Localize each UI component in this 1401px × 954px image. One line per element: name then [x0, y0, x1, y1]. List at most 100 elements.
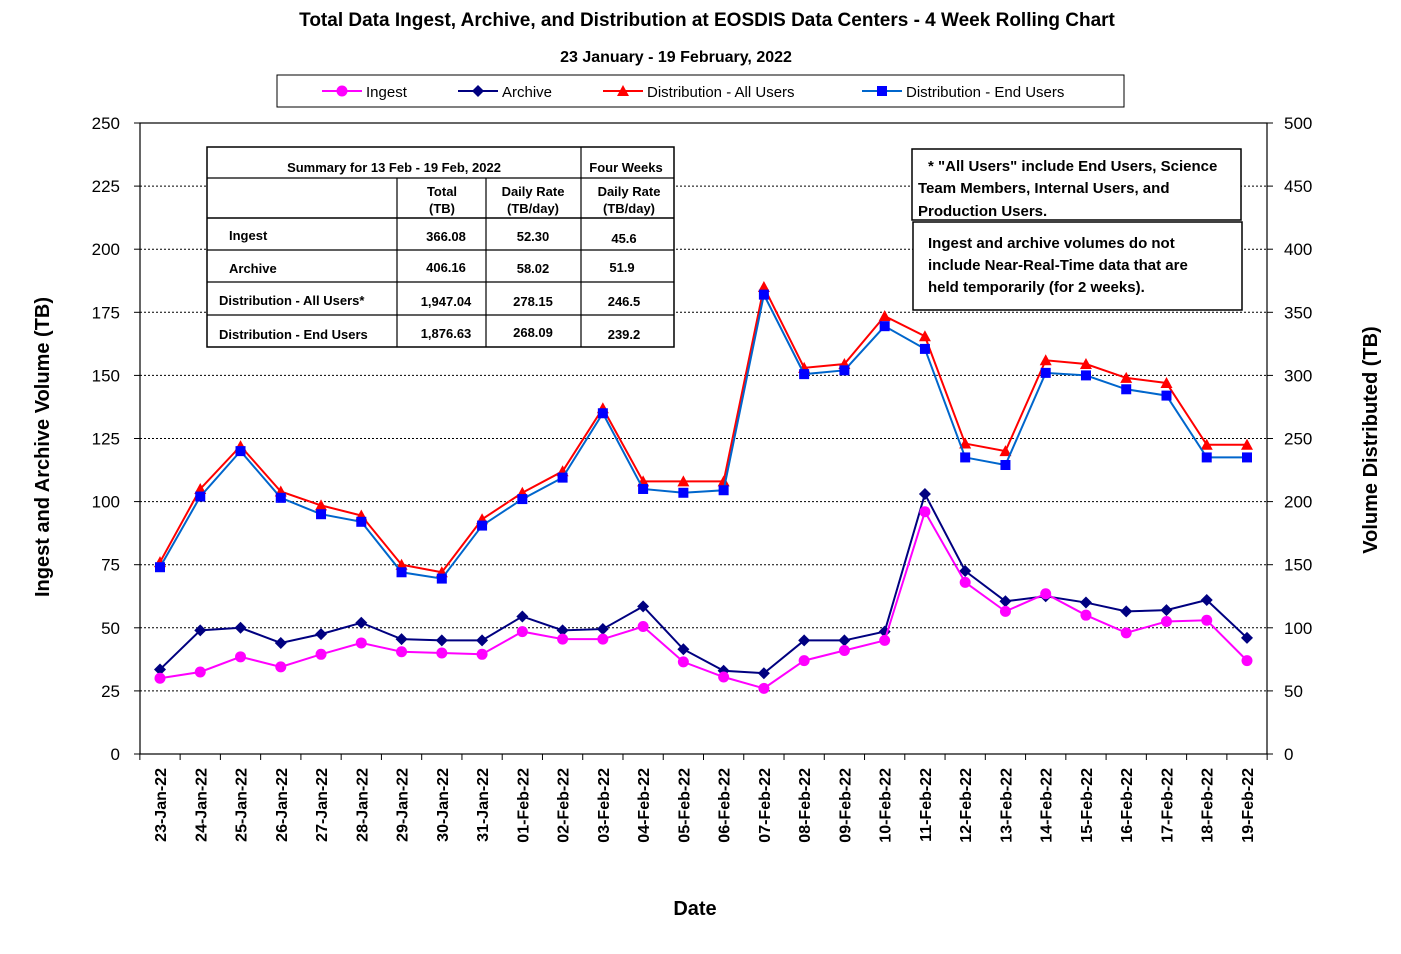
note-all-users-line1: * "All Users" include End Users, Science	[928, 158, 1217, 175]
data-point	[1120, 627, 1132, 639]
x-tick-label: 29-Jan-22	[395, 768, 412, 842]
y-tick-label: 50	[101, 619, 120, 638]
note-nrt-box	[912, 221, 1243, 311]
x-tick-label: 07-Feb-22	[757, 768, 774, 843]
row-total: 1,876.63	[421, 326, 472, 341]
data-point	[838, 634, 851, 647]
x-tick-label: 08-Feb-22	[797, 768, 814, 843]
y2-tick-label: 250	[1284, 430, 1312, 449]
legend-label-ingest: Ingest	[366, 84, 408, 101]
series-archive	[154, 488, 1253, 680]
legend-item-distribution-end: Distribution - End Users	[862, 84, 1064, 101]
row-four: 246.5	[608, 294, 641, 309]
row-total: 1,947.04	[421, 294, 472, 309]
data-point	[1080, 370, 1091, 381]
y2-tick-label: 150	[1284, 556, 1312, 575]
data-point	[154, 663, 166, 676]
data-point	[718, 485, 729, 496]
data-point	[839, 365, 850, 376]
data-point	[999, 595, 1012, 608]
table-row: Archive 406.16 58.02 51.9	[229, 260, 635, 276]
x-tick-label: 15-Feb-22	[1079, 768, 1096, 843]
data-point	[557, 633, 569, 645]
header-total-unit: (TB)	[429, 201, 455, 216]
data-point	[1160, 615, 1172, 627]
data-point	[356, 516, 367, 527]
row-label: Archive	[229, 261, 277, 276]
data-point	[637, 600, 650, 613]
chart-subtitle: 23 January - 19 February, 2022	[560, 49, 792, 66]
y-tick-label: 25	[101, 682, 120, 701]
x-tick-label: 03-Feb-22	[596, 768, 613, 843]
table-row: Ingest 366.08 52.30 45.6	[229, 228, 637, 246]
header-four-unit: (TB/day)	[603, 201, 655, 216]
x-tick-label: 26-Jan-22	[274, 768, 291, 842]
legend-marker-archive	[472, 85, 484, 97]
data-point	[395, 633, 408, 646]
data-point	[195, 491, 206, 502]
x-tick-label: 24-Jan-22	[193, 768, 210, 842]
legend-item-ingest: Ingest	[322, 84, 408, 101]
data-point	[959, 576, 971, 588]
data-point	[919, 343, 930, 354]
row-four: 239.2	[608, 327, 641, 342]
x-tick-label: 18-Feb-22	[1200, 768, 1217, 843]
data-point	[677, 643, 690, 656]
x-tick-label: 09-Feb-22	[837, 768, 854, 843]
y2-tick-label: 300	[1284, 366, 1312, 385]
x-tick-label: 10-Feb-22	[878, 768, 895, 843]
header-daily: Daily Rate	[502, 184, 565, 199]
x-tick-label: 30-Jan-22	[435, 768, 452, 842]
row-total: 406.16	[426, 260, 466, 275]
data-point	[517, 494, 528, 505]
y2-tick-label: 100	[1284, 619, 1312, 638]
data-point	[1079, 358, 1092, 370]
data-point	[999, 445, 1012, 457]
x-tick-label: 19-Feb-22	[1240, 768, 1257, 843]
x-tick-label: 11-Feb-22	[918, 768, 935, 842]
data-point	[757, 667, 770, 680]
table-row: Distribution - All Users* 1,947.04 278.1…	[219, 293, 640, 309]
right-axis: 0 50 100 150 200 250 300 350 400 450 500	[1267, 114, 1312, 764]
data-point	[396, 646, 408, 658]
data-point	[879, 634, 891, 646]
x-tick-label: 28-Jan-22	[354, 768, 371, 842]
legend: Ingest Archive Distribution - All Users …	[276, 74, 1125, 108]
legend-item-distribution-all: Distribution - All Users	[603, 84, 795, 101]
y-tick-label: 125	[92, 430, 120, 449]
data-point	[1080, 609, 1092, 621]
data-point	[516, 626, 528, 638]
header-total: Total	[427, 184, 457, 199]
table-row: Distribution - End Users 1,876.63 268.09…	[219, 325, 640, 342]
data-point	[1040, 367, 1051, 378]
data-point	[959, 565, 972, 578]
data-point	[315, 648, 327, 660]
note-nrt-line2: include Near-Real-Time data that are	[928, 257, 1188, 274]
legend-item-archive: Archive	[458, 84, 552, 101]
y2-tick-label: 450	[1284, 177, 1312, 196]
data-point	[1040, 588, 1052, 600]
data-point	[638, 483, 649, 494]
data-point	[235, 446, 246, 457]
x-tick-label: 13-Feb-22	[998, 768, 1015, 843]
data-point	[1160, 376, 1173, 388]
data-point	[1241, 438, 1253, 450]
data-point	[194, 666, 206, 678]
note-all-users-line2: Team Members, Internal Users, and	[918, 180, 1169, 197]
data-point	[959, 437, 972, 449]
x-tick-label: 02-Feb-22	[556, 768, 573, 843]
note-all-users-box	[911, 148, 1242, 221]
row-label: Ingest	[229, 228, 268, 243]
x-axis-title: Date	[673, 898, 716, 920]
series-distribution-end-users	[155, 289, 1252, 584]
data-point	[194, 482, 207, 494]
summary-table-frame	[206, 146, 675, 348]
data-point	[1039, 354, 1052, 366]
data-point	[557, 472, 568, 483]
data-point	[315, 628, 328, 641]
data-point	[960, 452, 971, 463]
summary-table: Summary for 13 Feb - 19 Feb, 2022 Four W…	[206, 146, 675, 348]
y-tick-label: 75	[101, 556, 120, 575]
data-point	[315, 499, 328, 511]
y2-tick-label: 50	[1284, 682, 1303, 701]
